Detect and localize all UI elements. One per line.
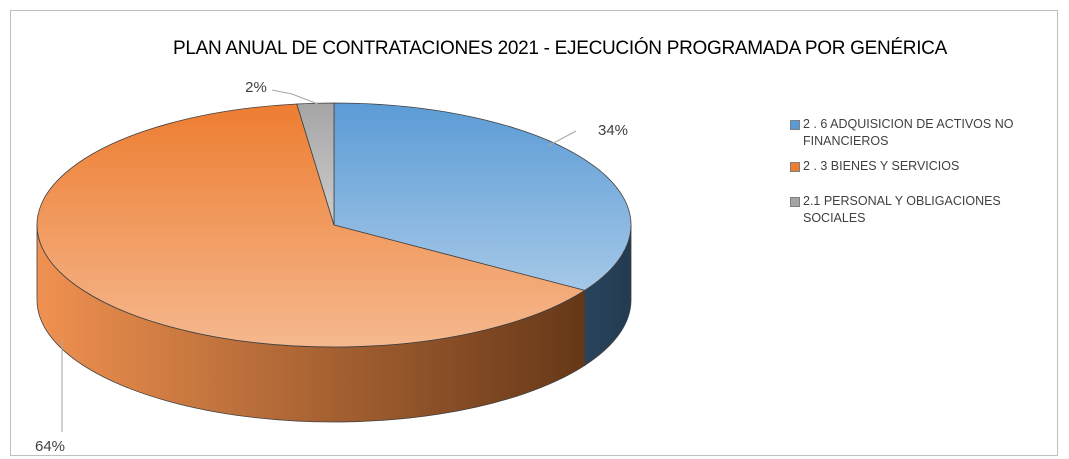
legend-swatch <box>790 120 800 130</box>
legend-item: 2.1 PERSONAL Y OBLIGACIONES SOCIALES <box>790 193 1030 227</box>
legend-item: 2 . 6 ADQUISICION DE ACTIVOS NO FINANCIE… <box>790 116 1030 150</box>
slice <box>333 102 632 291</box>
leader-line <box>547 130 577 147</box>
slice <box>36 103 586 348</box>
chart-title: PLAN ANUAL DE CONTRATACIONES 2021 - EJEC… <box>173 38 947 59</box>
data-label: 2% <box>245 79 267 96</box>
legend-item: 2 . 3 BIENES Y SERVICIOS <box>790 158 1030 175</box>
data-label: 64% <box>35 438 65 455</box>
legend-label: 2.1 PERSONAL Y OBLIGACIONES SOCIALES <box>803 194 1001 225</box>
legend-label: 2 . 3 BIENES Y SERVICIOS <box>803 159 960 173</box>
leader-line <box>271 89 319 105</box>
chart-frame <box>10 10 1058 456</box>
legend: 2 . 6 ADQUISICION DE ACTIVOS NO FINANCIE… <box>790 108 1030 227</box>
data-label: 34% <box>598 122 628 139</box>
legend-swatch <box>790 162 800 172</box>
legend-swatch <box>790 197 800 207</box>
legend-label: 2 . 6 ADQUISICION DE ACTIVOS NO FINANCIE… <box>803 117 1014 148</box>
